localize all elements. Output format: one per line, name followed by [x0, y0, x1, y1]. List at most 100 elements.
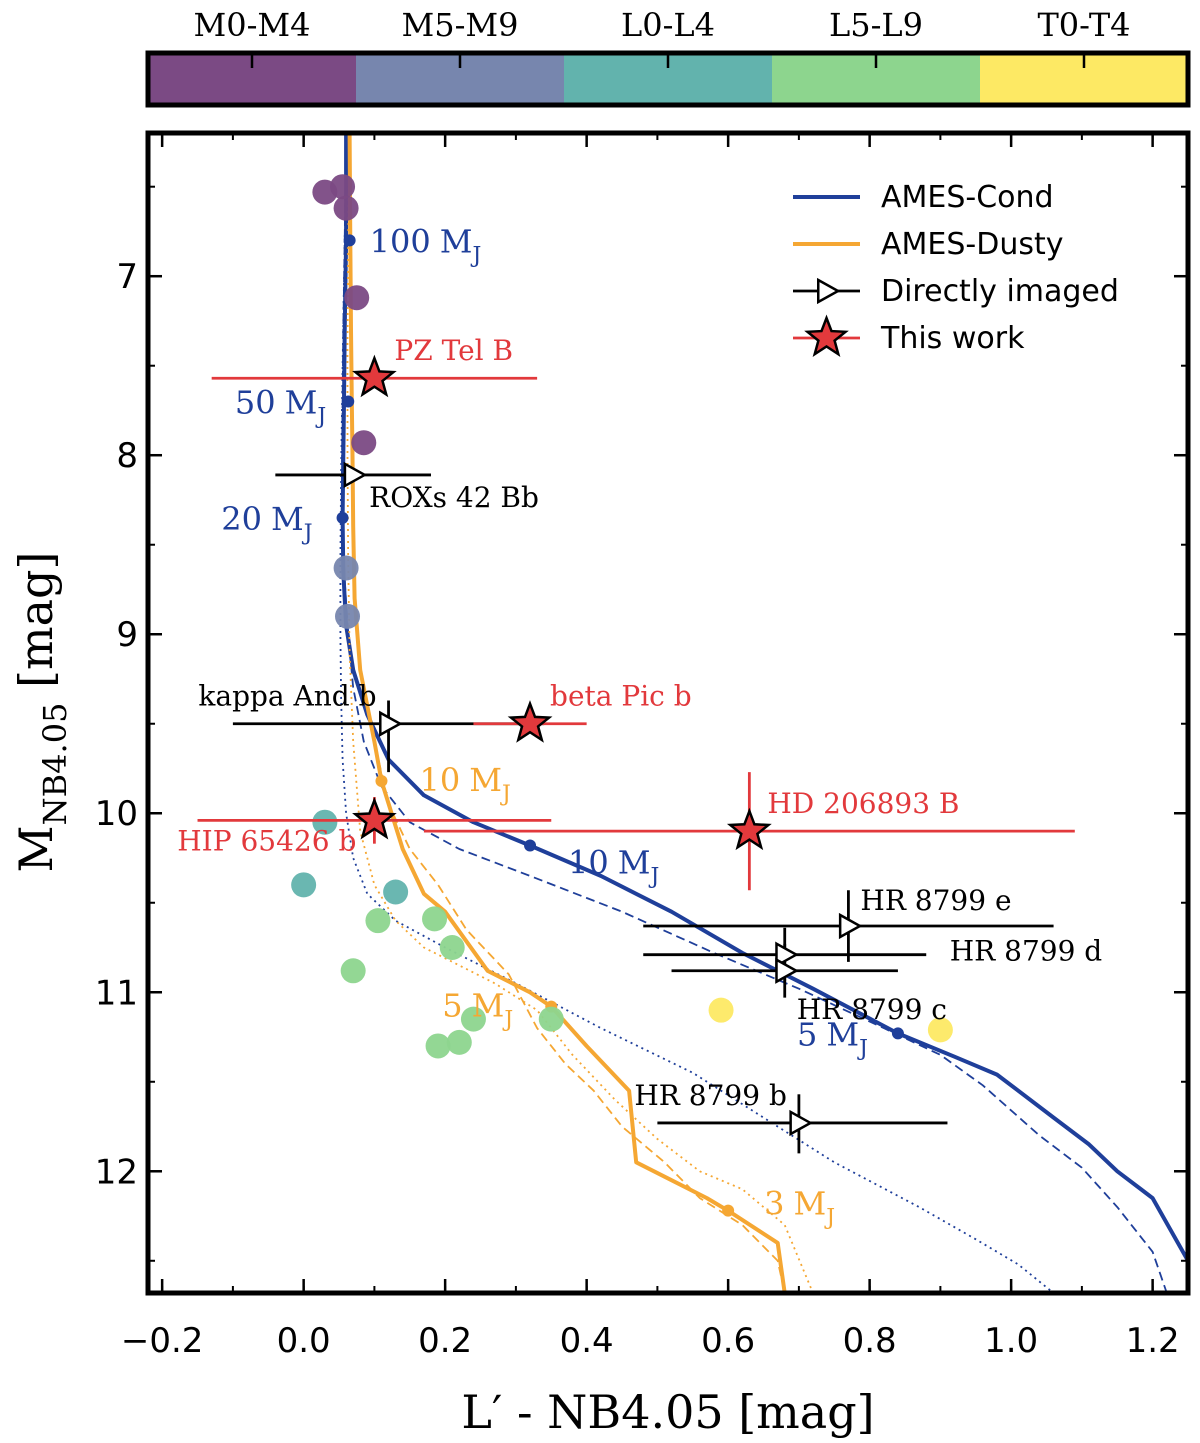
- this-work-hd-206893-b-marker: [726, 807, 772, 851]
- mass-label-value: 5: [797, 1015, 817, 1053]
- field-object-point-l0-l4: [383, 879, 409, 905]
- legend-label-ames-cond: AMES-Cond: [881, 180, 1054, 215]
- mass-label: 5 MJ: [797, 1015, 868, 1061]
- legend-star-marker: [804, 314, 849, 358]
- y-tick-label: 7: [116, 257, 138, 297]
- mass-label-unit-sub: J: [302, 521, 313, 546]
- colorbar-label-l5-l9: L5-L9: [829, 6, 923, 44]
- field-object-point-l5-l9: [422, 906, 448, 932]
- colorbar: M0-M4 M5-M9 L0-L4 L5-L9 T0-T4: [145, 6, 1191, 108]
- mass-label-value: 100: [370, 222, 431, 260]
- field-object-point-l5-l9: [365, 908, 391, 934]
- legend-label-directly-imaged: Directly imaged: [881, 274, 1119, 309]
- field-object-point-l0-l4: [291, 872, 317, 898]
- mass-marker-dot: [342, 395, 355, 408]
- x-tick-label: 0.0: [277, 1321, 331, 1361]
- y-axis-label-unit: [mag]: [9, 552, 63, 688]
- colorbar-label-m0-m4: M0-M4: [193, 6, 310, 44]
- mass-label-unit-sub: J: [500, 782, 511, 807]
- mass-marker-dot: [336, 511, 349, 524]
- mass-marker-dot: [524, 839, 537, 852]
- isochrone-ames-dusty-solid: [347, 133, 787, 1293]
- directly-imaged-hr-8799-b-marker: [789, 1109, 814, 1137]
- x-tick-label: 0.4: [560, 1321, 614, 1361]
- mass-marker-dot: [891, 1027, 904, 1040]
- mass-label-value: 50: [235, 384, 276, 422]
- mass-label-unit: M: [271, 500, 304, 538]
- y-axis-label-main: M: [9, 825, 63, 872]
- colorbar-label-t0-t4: T0-T4: [1037, 6, 1130, 44]
- directly-imaged-hr-8799-d-label: HR 8799 d: [950, 935, 1103, 968]
- directly-imaged-roxs-42-bb-label: ROXs 42 Bb: [369, 481, 539, 514]
- mass-label-unit-sub: J: [857, 1036, 868, 1061]
- directly-imaged-kappa-and-b-marker: [379, 710, 403, 737]
- field-object-point-l5-l9: [340, 958, 366, 984]
- mass-label-unit: M: [793, 1185, 826, 1223]
- this-work-pz-tel-b-label: PZ Tel B: [394, 334, 513, 367]
- mass-label-value: 3: [764, 1185, 784, 1223]
- isochrone-ames-cond-dashed: [341, 133, 1168, 1293]
- isochrone-ames-dusty-dotted: [346, 133, 814, 1293]
- mass-label-unit-sub: J: [649, 864, 660, 889]
- x-axis-label: L′ - NB4.05 [mag]: [461, 1385, 874, 1439]
- field-object-point-m5-m9: [335, 603, 361, 629]
- y-tick-label: 11: [95, 973, 138, 1013]
- mass-label: 5 MJ: [442, 987, 513, 1033]
- legend-label-this-work: This work: [880, 321, 1025, 356]
- legend: AMES-Cond AMES-Dusty Directly imaged This w…: [793, 180, 1119, 358]
- mass-label-unit-sub: J: [470, 243, 481, 268]
- mass-marker-dot: [375, 775, 388, 788]
- mass-marker-dot: [343, 234, 356, 247]
- directly-imaged-hr-8799-e-label: HR 8799 e: [860, 884, 1011, 917]
- this-work-beta-pic-b-label: beta Pic b: [550, 680, 692, 713]
- directly-imaged-hr-8799-d-marker: [775, 941, 799, 968]
- field-object-point-l5-l9: [538, 1006, 564, 1032]
- mass-marker-dot: [722, 1204, 735, 1217]
- colorbar-label-m5-m9: M5-M9: [401, 6, 518, 44]
- axes-frame: [145, 130, 1191, 1296]
- svg-text:MNB4.05 [mag]: MNB4.05 [mag]: [9, 552, 74, 873]
- this-work-hip-65426-b-marker: [352, 796, 397, 840]
- x-tick-label: 0.6: [701, 1321, 755, 1361]
- mass-label-unit: M: [440, 222, 473, 260]
- field-object-point-l0-l4: [312, 809, 338, 835]
- x-tick-label: 0.2: [418, 1321, 472, 1361]
- x-tick-label: 0.8: [843, 1321, 897, 1361]
- isochrone-ames-cond-solid: [340, 133, 1188, 1262]
- field-object-point-t0-t4: [927, 1017, 953, 1043]
- mass-label: 100 MJ: [370, 222, 482, 268]
- field-object-point-m0-m4: [333, 195, 359, 221]
- directly-imaged-hr-8799-c-marker: [775, 957, 799, 984]
- field-object-point-m0-m4: [330, 174, 356, 200]
- mass-label-unit: M: [826, 1015, 859, 1053]
- this-work-hd-206893-b-label: HD 206893 B: [767, 787, 959, 820]
- field-object-point-m5-m9: [333, 555, 359, 581]
- this-work-beta-pic-b-marker: [507, 700, 553, 743]
- x-tick-label: 1.0: [984, 1321, 1038, 1361]
- directly-imaged-hr-8799-b-label: HR 8799 b: [634, 1079, 786, 1112]
- field-object-point-t0-t4: [708, 997, 734, 1023]
- y-tick-label: 8: [116, 436, 138, 476]
- mass-label-value: 5: [442, 987, 462, 1025]
- mass-label-unit: M: [472, 987, 505, 1025]
- y-axis-label: MNB4.05 [mag]: [9, 552, 74, 873]
- y-tick-label: 10: [95, 794, 138, 834]
- this-work-pz-tel-b-marker: [352, 354, 397, 398]
- mass-label: 50 MJ: [235, 384, 326, 430]
- mass-label-unit-sub: J: [502, 1008, 513, 1033]
- legend-triangle-marker: [817, 277, 841, 305]
- mass-label-unit-sub: J: [315, 405, 326, 430]
- mass-label-value: 10: [568, 843, 609, 881]
- field-object-point-m0-m4: [351, 430, 377, 456]
- mass-label-value: 20: [221, 500, 262, 538]
- mass-label-value: 10: [419, 761, 460, 799]
- x-tick-label: 1.2: [1126, 1321, 1180, 1361]
- y-tick-label: 12: [95, 1152, 138, 1192]
- directly-imaged-hr-8799-c-label: HR 8799 c: [797, 993, 947, 1026]
- mass-label-unit: M: [469, 761, 502, 799]
- field-object-point-l5-l9: [446, 1029, 472, 1055]
- mass-label: 20 MJ: [221, 500, 312, 546]
- field-object-point-l5-l9: [439, 935, 465, 961]
- mass-label-unit: M: [285, 384, 318, 422]
